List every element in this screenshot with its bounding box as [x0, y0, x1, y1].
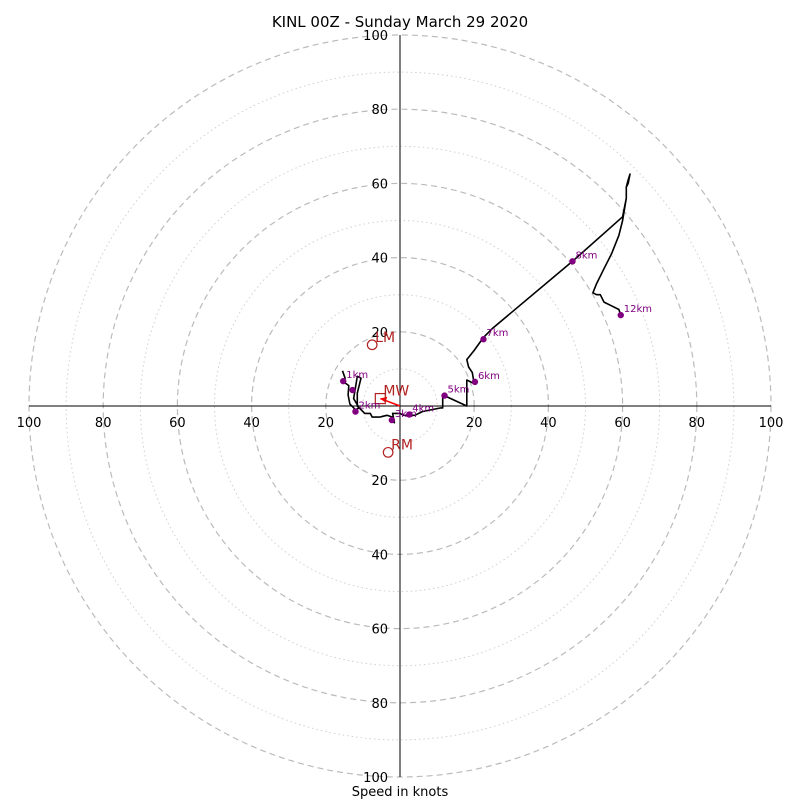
chart-title: KINL 00Z - Sunday March 29 2020 — [272, 13, 528, 31]
height-marker-point — [471, 378, 479, 386]
storm-motion-marker-mw — [374, 392, 386, 405]
axes: 100 80 60 40 20 20 40 60 80 100 100 80 60 40 20 20 40 60 8… — [17, 29, 784, 786]
x-tick-label: 60 — [169, 416, 186, 431]
storm-motion-label-rm: RM — [391, 437, 413, 453]
y-tick-label: 80 — [371, 103, 388, 118]
x-tick-label: 80 — [689, 416, 706, 431]
height-marker-point — [406, 411, 413, 418]
height-marker-point — [441, 392, 448, 399]
x-tick-label: 40 — [540, 416, 557, 431]
height-marker-point — [617, 311, 624, 319]
height-marker-label: 5km — [448, 385, 470, 396]
storm-motion-markers: LM RM MW — [366, 330, 413, 458]
storm-motion-marker-rm — [382, 446, 394, 458]
height-marker-point — [569, 258, 576, 265]
height-marker-label: 3km — [395, 409, 417, 420]
x-axis-label: Speed in knots — [352, 785, 449, 800]
height-marker-point — [388, 416, 396, 424]
y-tick-label: 80 — [371, 697, 388, 712]
height-marker-point — [349, 386, 356, 394]
height-marker-label: 6km — [478, 371, 500, 382]
height-marker-point — [480, 336, 487, 343]
wind-trace-line — [341, 173, 631, 424]
y-tick-label: 100 — [363, 29, 388, 44]
storm-motion-label-lm: LM — [375, 330, 395, 346]
x-tick-label: 100 — [17, 416, 42, 431]
height-marker-label: 12km — [624, 304, 652, 315]
y-tick-label: 100 — [363, 771, 388, 786]
x-tick-label: 20 — [318, 416, 335, 431]
height-marker-label: 2km — [358, 401, 380, 412]
wind-trace — [341, 173, 631, 424]
x-tick-label: 60 — [614, 416, 631, 431]
x-tick-label: 20 — [466, 416, 483, 431]
height-marker-label: 8km — [576, 250, 598, 261]
x-tick-label: 40 — [243, 416, 260, 431]
storm-motion-marker-lm — [366, 339, 378, 351]
y-tick-label: 20 — [371, 326, 388, 341]
height-marker-point — [340, 377, 347, 385]
y-tick-label: 20 — [371, 474, 388, 489]
x-tick-label: 80 — [95, 416, 112, 431]
x-tick-label: 100 — [759, 416, 784, 431]
height-marker-point — [352, 408, 359, 415]
y-tick-label: 40 — [371, 252, 388, 267]
height-marker-label: 1km — [346, 370, 368, 381]
y-tick-label: 60 — [371, 623, 388, 638]
height-marker-label: 7km — [486, 328, 508, 339]
storm-motion-label-mw: MW — [383, 384, 409, 400]
y-tick-label: 60 — [371, 177, 388, 192]
y-tick-label: 40 — [371, 548, 388, 563]
height-marker-label: 4km — [412, 404, 434, 415]
